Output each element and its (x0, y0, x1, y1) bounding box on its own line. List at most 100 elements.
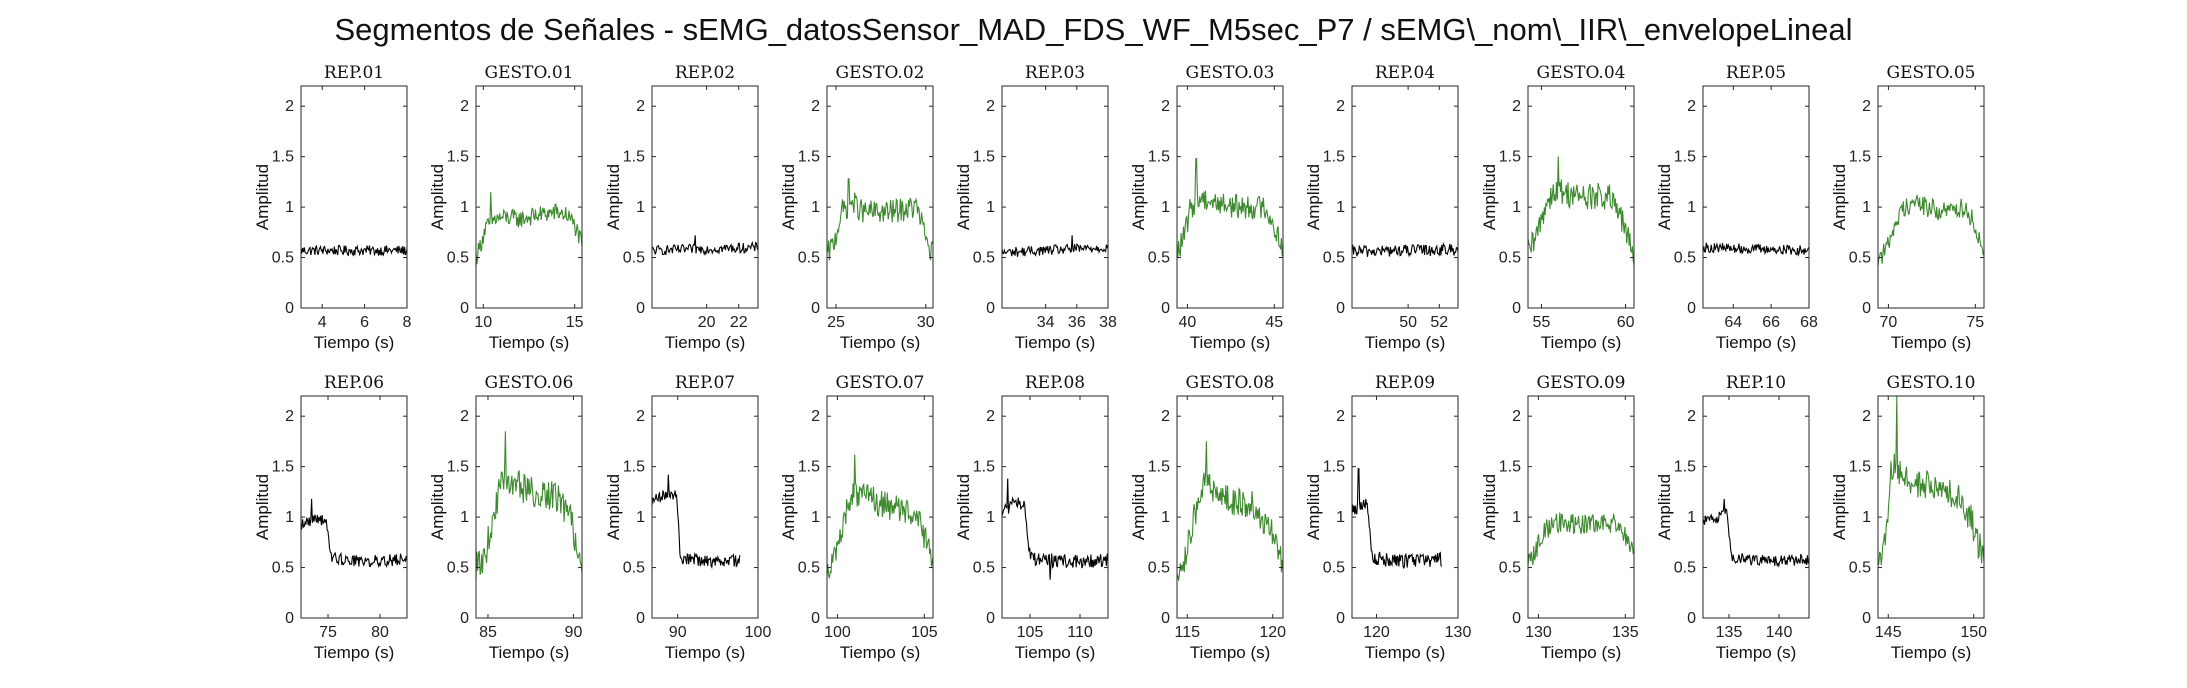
y-axis-label: Amplitud (779, 164, 798, 230)
x-tick-label: 22 (730, 314, 748, 331)
y-tick-label: 2 (811, 98, 820, 115)
signal-line (1527, 512, 1635, 566)
subplot-title: REP.08 (1025, 373, 1085, 393)
y-tick-label: 1 (1687, 509, 1696, 526)
x-axis-label: Tiempo (s) (665, 333, 746, 352)
axes-box (826, 85, 934, 309)
subplot: GESTO.02 0 0.5 1 1.5 2 25 30 Tiempo (s) Amplitud (779, 63, 935, 352)
y-tick-label: 2 (1862, 408, 1871, 425)
y-tick-label: 0.5 (1323, 250, 1345, 267)
x-tick-label: 70 (1880, 314, 1898, 331)
y-tick-label: 0 (636, 300, 645, 317)
subplot-title: GESTO.02 (836, 63, 925, 83)
y-tick-label: 1.5 (798, 459, 820, 476)
y-tick-label: 0 (636, 610, 645, 627)
x-tick-label: 130 (1525, 624, 1552, 641)
subplot: GESTO.08 0 0.5 1 1.5 2 115 120 Tiempo (s) Amplitu… (1129, 373, 1286, 662)
subplot-title: GESTO.07 (836, 373, 925, 393)
signal-line (651, 474, 741, 569)
signal-line (300, 498, 408, 569)
y-tick-label: 1.5 (973, 149, 995, 166)
x-tick-label: 30 (917, 314, 935, 331)
y-axis-label: Amplitud (1655, 474, 1674, 540)
y-axis-label: Amplitud (1480, 474, 1499, 540)
subplot: GESTO.01 0 0.5 1 1.5 2 10 15 Tiempo (s) Amplitud (428, 63, 584, 352)
y-tick-label: 1 (636, 199, 645, 216)
x-tick-label: 60 (1617, 314, 1635, 331)
signal-line (1176, 441, 1284, 581)
y-axis-label: Amplitud (1304, 474, 1323, 540)
subplot: REP.10 0 0.5 1 1.5 2 135 140 Tiempo (s) Amplitud (1655, 373, 1810, 662)
subplot: REP.06 0 0.5 1 1.5 2 75 80 Tiempo (s) Amplitud (253, 373, 408, 662)
subplot-title: REP.02 (675, 63, 735, 83)
signal-line (651, 235, 759, 256)
axes-box (1176, 395, 1284, 619)
axes-box (1877, 85, 1985, 309)
x-axis-label: Tiempo (s) (1365, 643, 1446, 662)
x-tick-label: 75 (319, 624, 337, 641)
x-axis-label: Tiempo (s) (1015, 333, 1096, 352)
signal-line (826, 454, 934, 579)
subplot: GESTO.10 0 0.5 1 1.5 2 145 150 Tiempo (s) Amplitu… (1830, 373, 1987, 662)
x-tick-label: 100 (745, 624, 772, 641)
x-tick-label: 68 (1800, 314, 1818, 331)
y-tick-label: 2 (1687, 408, 1696, 425)
x-tick-label: 20 (698, 314, 716, 331)
x-tick-label: 15 (566, 314, 584, 331)
x-tick-label: 105 (911, 624, 938, 641)
y-tick-label: 2 (285, 98, 294, 115)
y-tick-label: 0 (1161, 300, 1170, 317)
subplot-title: GESTO.09 (1537, 373, 1626, 393)
y-tick-label: 2 (1687, 98, 1696, 115)
x-tick-label: 80 (371, 624, 389, 641)
subplot-title: GESTO.01 (485, 63, 574, 83)
y-tick-label: 0 (285, 300, 294, 317)
y-tick-label: 1.5 (272, 459, 294, 476)
y-axis-label: Amplitud (253, 164, 272, 230)
y-tick-label: 1.5 (447, 459, 469, 476)
y-tick-label: 2 (1161, 98, 1170, 115)
y-axis-label: Amplitud (1655, 164, 1674, 230)
y-tick-label: 1.5 (447, 149, 469, 166)
x-tick-label: 45 (1265, 314, 1283, 331)
y-tick-label: 0 (1687, 610, 1696, 627)
y-tick-label: 0 (285, 610, 294, 627)
y-axis-label: Amplitud (253, 474, 272, 540)
axes-box (1702, 395, 1810, 619)
x-tick-label: 4 (318, 314, 327, 331)
x-tick-label: 6 (360, 314, 369, 331)
x-axis-label: Tiempo (s) (1891, 643, 1972, 662)
axes-box (651, 395, 759, 619)
subplot-title: GESTO.04 (1537, 63, 1626, 83)
signal-line (1001, 478, 1109, 580)
x-tick-label: 25 (827, 314, 845, 331)
subplot-title: REP.01 (324, 63, 384, 83)
subplot-title: REP.07 (675, 373, 735, 393)
x-tick-label: 135 (1612, 624, 1639, 641)
subplot-title: GESTO.06 (485, 373, 574, 393)
y-tick-label: 0 (986, 300, 995, 317)
y-tick-label: 2 (1512, 408, 1521, 425)
y-tick-label: 1 (1336, 509, 1345, 526)
x-tick-label: 36 (1068, 314, 1086, 331)
signal-line (1351, 468, 1443, 570)
y-tick-label: 0.5 (1499, 560, 1521, 577)
x-axis-label: Tiempo (s) (1716, 333, 1797, 352)
y-tick-label: 0 (460, 300, 469, 317)
y-axis-label: Amplitud (954, 474, 973, 540)
y-tick-label: 1.5 (1323, 459, 1345, 476)
signal-line (1176, 158, 1284, 259)
y-tick-label: 0.5 (1148, 250, 1170, 267)
y-tick-label: 1 (636, 509, 645, 526)
x-tick-label: 8 (403, 314, 412, 331)
y-tick-label: 1.5 (1674, 459, 1696, 476)
y-axis-label: Amplitud (1480, 164, 1499, 230)
y-tick-label: 0 (1512, 300, 1521, 317)
y-tick-label: 0.5 (1323, 560, 1345, 577)
x-tick-label: 75 (1966, 314, 1984, 331)
y-tick-label: 2 (986, 408, 995, 425)
y-tick-label: 0 (811, 300, 820, 317)
y-tick-label: 2 (1336, 98, 1345, 115)
x-tick-label: 105 (1017, 624, 1044, 641)
y-tick-label: 2 (811, 408, 820, 425)
